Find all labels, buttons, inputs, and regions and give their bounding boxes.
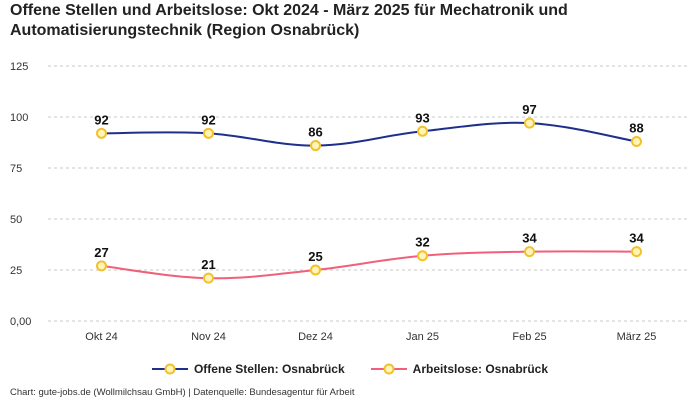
data-point[interactable]: [310, 140, 321, 152]
legend-marker-offene-stellen: [151, 363, 188, 375]
data-label: 93: [415, 110, 429, 125]
data-label: 88: [629, 120, 643, 135]
series-line-1: [101, 250, 637, 280]
data-point[interactable]: [310, 264, 321, 276]
legend-label-arbeitslose: Arbeitslose: Osnabrück: [412, 362, 549, 376]
data-point[interactable]: [96, 260, 107, 272]
legend-label-offene-stellen: Offene Stellen: Osnabrück: [193, 362, 345, 376]
data-labels: 92 92 86 93 97 88 27 21 25 32 34 34: [94, 102, 644, 272]
grid-lines: [48, 65, 690, 322]
chart-credit: Chart: gute-jobs.de (Wollmilchsau GmbH) …: [10, 387, 355, 398]
y-tick-label: 25: [10, 265, 22, 277]
legend: Offene Stellen: Osnabrück Arbeitslose: O…: [0, 362, 700, 376]
x-tick-label: Jan 25: [406, 331, 439, 343]
y-axis: 0,00 25 50 75 100 125: [10, 61, 31, 328]
data-point[interactable]: [631, 135, 642, 147]
data-point[interactable]: [631, 246, 642, 258]
data-point[interactable]: [203, 127, 214, 139]
data-label: 21: [201, 257, 215, 272]
line-chart: 0,00 25 50 75 100 125 Okt 24 Nov 24 Dez 24 Jan 2…: [10, 61, 690, 343]
legend-marker-arbeitslose: [370, 363, 407, 375]
y-tick-label: 0,00: [10, 316, 31, 328]
series-lines: [101, 121, 637, 280]
data-point[interactable]: [96, 127, 107, 139]
data-point[interactable]: [524, 246, 535, 258]
x-tick-label: Okt 24: [85, 331, 117, 343]
data-label: 27: [94, 245, 108, 260]
data-label: 25: [308, 249, 322, 264]
x-tick-label: Feb 25: [512, 331, 546, 343]
y-tick-label: 100: [10, 112, 28, 124]
data-label: 34: [522, 231, 537, 246]
y-tick-label: 125: [10, 61, 28, 73]
data-label: 92: [201, 112, 215, 127]
y-tick-label: 75: [10, 163, 22, 175]
data-label: 32: [415, 235, 429, 250]
series-points: [96, 117, 642, 284]
series-line-0: [101, 121, 637, 147]
legend-item-arbeitslose[interactable]: Arbeitslose: Osnabrück: [370, 362, 549, 376]
y-tick-label: 50: [10, 214, 22, 226]
legend-item-offene-stellen[interactable]: Offene Stellen: Osnabrück: [151, 362, 345, 376]
data-label: 97: [522, 102, 536, 117]
data-point[interactable]: [417, 250, 428, 262]
data-label: 34: [629, 231, 644, 246]
data-point[interactable]: [524, 117, 535, 129]
data-label: 86: [308, 125, 322, 140]
x-tick-label: Nov 24: [191, 331, 226, 343]
data-label: 92: [94, 112, 108, 127]
chart-title: Offene Stellen und Arbeitslose: Okt 2024…: [10, 2, 568, 39]
x-tick-label: März 25: [617, 331, 657, 343]
data-point[interactable]: [417, 125, 428, 137]
x-tick-label: Dez 24: [298, 331, 333, 343]
x-axis: Okt 24 Nov 24 Dez 24 Jan 25 Feb 25 März 25: [85, 331, 656, 343]
data-point[interactable]: [203, 272, 214, 284]
